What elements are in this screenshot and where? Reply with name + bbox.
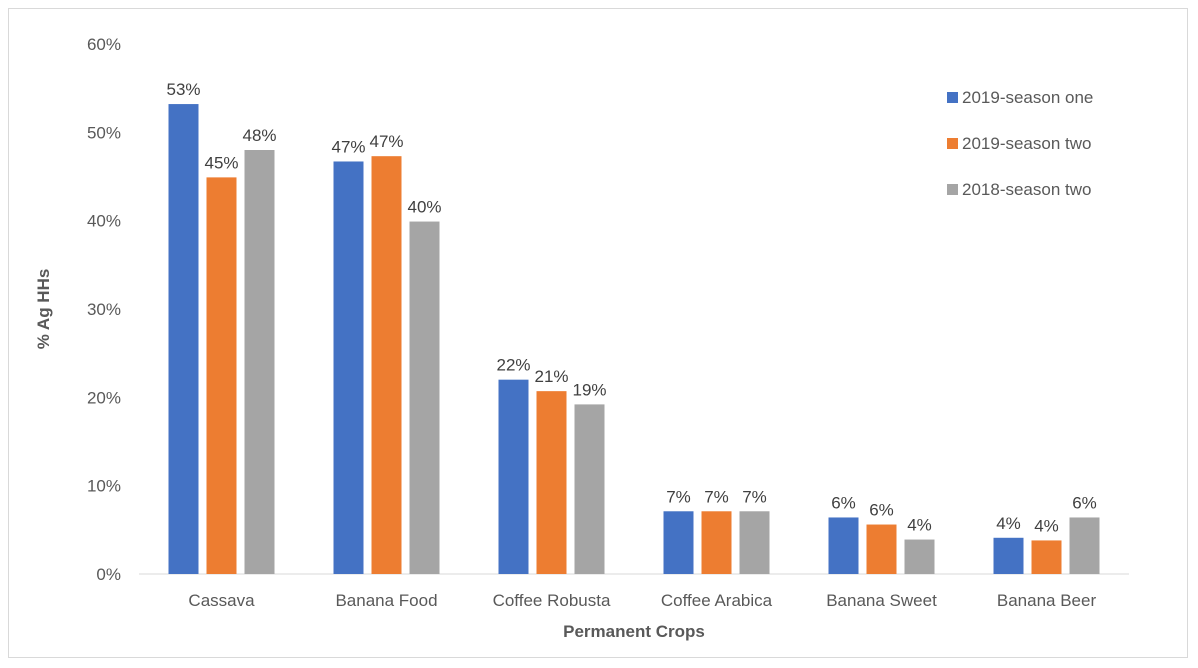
data-label: 4% xyxy=(996,514,1021,533)
bar-1-2 xyxy=(333,161,364,574)
y-tick-label: 0% xyxy=(96,565,121,584)
data-label: 7% xyxy=(742,487,767,506)
bar-3-6 xyxy=(1069,517,1100,574)
bar-3-1 xyxy=(244,150,275,574)
data-label: 7% xyxy=(704,487,729,506)
bar-2-5 xyxy=(866,524,897,574)
legend-swatch xyxy=(947,138,958,149)
data-label: 53% xyxy=(166,80,200,99)
x-tick-label: Banana Beer xyxy=(997,591,1097,610)
chart-frame: 0% 10% 20% 30% 40% 50% 60% 53% 45% 48% 47% 47% 40% 2… xyxy=(8,8,1188,658)
data-label: 22% xyxy=(496,356,530,375)
data-labels-group: 53% 45%48% 47% 47% 40% 22%21%19% 7% 7% 7% 6% 6% 4% 4… xyxy=(166,80,1096,535)
bar-3-5 xyxy=(904,539,935,574)
data-label: 47% xyxy=(331,137,365,156)
bar-2-2 xyxy=(371,156,402,574)
data-label: 21% xyxy=(534,367,568,386)
bar-1-5 xyxy=(828,517,859,574)
bar-chart: 0% 10% 20% 30% 40% 50% 60% 53% 45%48% 47% 47% 40% 2… xyxy=(34,35,1129,641)
legend: 2019-season one 2019-season two 2018-seaso… xyxy=(947,88,1093,199)
bar-3-2 xyxy=(409,221,440,575)
legend-label: 2019-season two xyxy=(962,134,1091,153)
data-label: 4% xyxy=(907,516,932,535)
data-label: 48% xyxy=(242,126,276,145)
y-tick-label: 20% xyxy=(87,388,121,407)
x-tick-label: Banana Sweet xyxy=(826,591,937,610)
y-axis-ticks: 0% 10% 20% 30% 40% 50% 60% xyxy=(87,35,121,584)
bar-2-4 xyxy=(701,511,732,574)
data-label: 40% xyxy=(407,198,441,217)
y-tick-label: 30% xyxy=(87,300,121,319)
bar-1-4 xyxy=(663,511,694,574)
data-label: 45% xyxy=(204,153,238,172)
x-tick-label: Banana Food xyxy=(335,591,437,610)
x-axis-label: Permanent Crops xyxy=(563,622,705,641)
legend-swatch xyxy=(947,92,958,103)
x-tick-label: Coffee Arabica xyxy=(661,591,773,610)
y-axis-label: % Ag HHs xyxy=(34,269,53,350)
data-label: 19% xyxy=(572,380,606,399)
bar-3-3 xyxy=(574,404,605,574)
data-label: 4% xyxy=(1034,516,1059,535)
y-tick-label: 60% xyxy=(87,35,121,54)
bar-3-4 xyxy=(739,511,770,574)
legend-swatch xyxy=(947,184,958,195)
data-label: 47% xyxy=(369,132,403,151)
bar-1-1 xyxy=(168,104,199,575)
data-label: 6% xyxy=(869,501,894,520)
legend-label: 2018-season two xyxy=(962,180,1091,199)
bar-1-3 xyxy=(498,379,529,574)
x-axis-ticks: Cassava Banana Food Coffee Robusta Coffee A… xyxy=(188,591,1096,610)
x-tick-label: Cassava xyxy=(188,591,255,610)
y-tick-label: 50% xyxy=(87,123,121,142)
data-label: 6% xyxy=(1072,493,1097,512)
x-tick-label: Coffee Robusta xyxy=(493,591,611,610)
legend-label: 2019-season one xyxy=(962,88,1093,107)
bar-2-1 xyxy=(206,177,237,574)
bar-2-6 xyxy=(1031,540,1062,574)
bar-2-3 xyxy=(536,391,567,574)
bar-1-6 xyxy=(993,537,1024,574)
y-tick-label: 10% xyxy=(87,477,121,496)
bars-group xyxy=(168,104,1100,575)
data-label: 6% xyxy=(831,493,856,512)
y-tick-label: 40% xyxy=(87,212,121,231)
data-label: 7% xyxy=(666,487,691,506)
